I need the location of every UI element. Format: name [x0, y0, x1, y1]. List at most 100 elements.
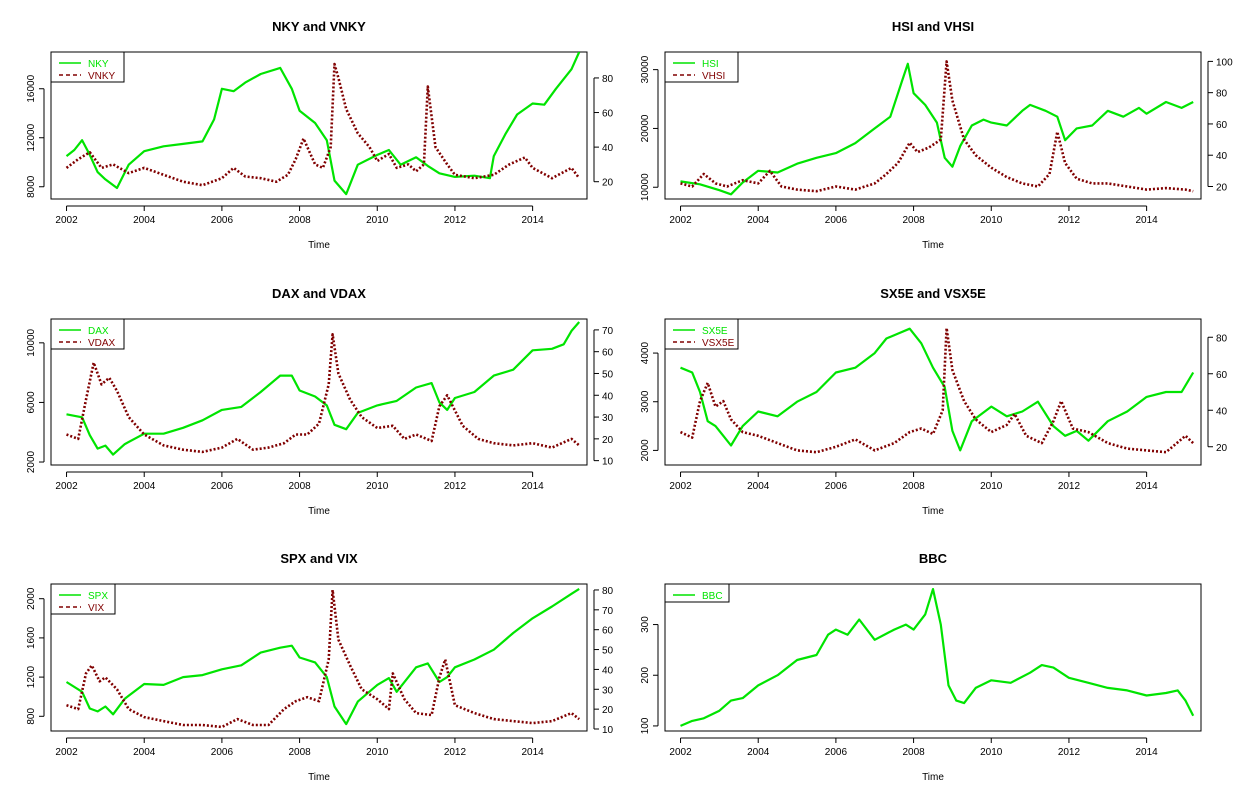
series-line-vhsi: [680, 60, 1194, 193]
x-tick-label: 2006: [825, 481, 848, 492]
x-tick-label: 2010: [980, 481, 1003, 492]
x-axis-title: Time: [308, 240, 330, 251]
y-tick-label-right: 80: [602, 586, 614, 597]
x-tick-label: 2010: [980, 747, 1003, 758]
y-tick-label: 200: [640, 666, 651, 683]
x-tick-label: 2002: [669, 481, 692, 492]
series-line-vsx5e: [679, 326, 1195, 454]
x-tick-label: 2014: [1135, 747, 1158, 758]
x-tick-label: 2004: [133, 747, 156, 758]
x-tick-label: 2002: [55, 215, 78, 226]
x-tick-label: 2014: [521, 747, 544, 758]
legend-box: [664, 318, 739, 350]
series-group: [65, 52, 581, 196]
legend-box: [664, 51, 739, 83]
y-tick-label-right: 80: [1216, 333, 1228, 344]
y-axis-right: 10 20 30 40 50 60 70 80: [593, 586, 614, 736]
legend: BBC: [664, 583, 730, 603]
y-axis-right: 10 20 30 40 50 60 70: [593, 326, 614, 468]
y-tick-label-right: 60: [602, 348, 614, 359]
x-tick-label: 2014: [1135, 215, 1158, 226]
series-line-vix: [66, 588, 580, 729]
series-line-hsi: [680, 62, 1194, 196]
y-tick-label-right: 40: [602, 143, 614, 154]
y-tick-label-right: 20: [602, 705, 614, 716]
y-tick-label: 4000: [640, 342, 651, 365]
y-tick-label-right: 20: [602, 178, 614, 189]
series-group: [66, 321, 581, 456]
y-tick-label-right: 10: [602, 457, 614, 468]
x-tick-label: 2012: [1058, 747, 1081, 758]
series-line-nky: [65, 52, 581, 196]
y-axis-left: 100 200 300: [640, 616, 659, 734]
x-tick-label: 2002: [669, 747, 692, 758]
x-tick-label: 2010: [366, 747, 389, 758]
y-axis-right: 20 40 60 80: [1207, 333, 1228, 454]
x-axis-title: Time: [308, 506, 330, 517]
y-axis-right: 20 40 60 80 100: [1207, 57, 1233, 193]
legend-box: [50, 318, 125, 350]
x-axis: 2002 2004 2006 2008 2010 2012 2014: [669, 471, 1158, 492]
chart-title: BBC: [919, 551, 948, 566]
y-tick-label: 300: [640, 616, 651, 633]
y-tick-label-right: 60: [1216, 120, 1228, 131]
x-tick-label: 2006: [825, 215, 848, 226]
chart-panel-1: NKY and VNKY 2002 2004 2006 2008 2010 2012 2014…: [26, 19, 614, 251]
y-tick-label-right: 80: [1216, 89, 1228, 100]
legend-label: BBC: [702, 591, 723, 602]
y-tick-label-right: 60: [602, 109, 614, 120]
legend-label: VIX: [88, 603, 104, 614]
y-tick-label: 16000: [26, 74, 37, 102]
x-axis-title: Time: [922, 772, 944, 783]
legend-box: [50, 583, 116, 615]
x-tick-label: 2002: [669, 215, 692, 226]
x-tick-label: 2004: [747, 747, 770, 758]
x-tick-label: 2008: [902, 747, 925, 758]
legend-box: [664, 583, 730, 603]
y-tick-label-right: 20: [1216, 443, 1228, 454]
x-tick-label: 2014: [521, 481, 544, 492]
x-tick-label: 2004: [747, 215, 770, 226]
plot-frame: [664, 583, 1202, 732]
x-tick-label: 2012: [444, 481, 467, 492]
x-tick-label: 2002: [55, 481, 78, 492]
x-tick-label: 2006: [211, 747, 234, 758]
series-line-sx5e: [680, 327, 1195, 452]
y-tick-label-right: 40: [1216, 151, 1228, 162]
y-tick-label-right: 70: [602, 326, 614, 337]
x-tick-label: 2010: [980, 215, 1003, 226]
x-tick-label: 2008: [902, 215, 925, 226]
legend-box: [50, 51, 125, 83]
y-axis-left: 8000 12000 16000: [26, 74, 45, 198]
chart-title: SPX and VIX: [280, 551, 358, 566]
y-tick-label-right: 50: [602, 369, 614, 380]
y-tick-label: 2000: [640, 439, 651, 462]
y-tick-label-right: 40: [602, 665, 614, 676]
series-group: [679, 326, 1195, 454]
y-tick-label: 2000: [26, 450, 37, 473]
y-tick-label-right: 50: [602, 646, 614, 657]
x-axis: 2002 2004 2006 2008 2010 2012 2014: [55, 737, 544, 758]
y-tick-label-right: 20: [1216, 182, 1228, 193]
y-tick-label-right: 60: [1216, 370, 1228, 381]
y-tick-label: 10000: [26, 328, 37, 356]
legend-label: HSI: [702, 59, 719, 70]
chart-title: HSI and VHSI: [892, 19, 974, 34]
x-axis: 2002 2004 2006 2008 2010 2012 2014: [669, 205, 1158, 226]
x-tick-label: 2008: [902, 481, 925, 492]
x-tick-label: 2014: [1135, 481, 1158, 492]
x-tick-label: 2006: [211, 215, 234, 226]
legend-label: VSX5E: [702, 338, 735, 349]
y-tick-label: 12000: [26, 123, 37, 151]
y-tick-label: 3000: [640, 390, 651, 413]
x-axis: 2002 2004 2006 2008 2010 2012 2014: [55, 471, 544, 492]
y-axis-left: 2000 3000 4000: [640, 342, 659, 462]
x-tick-label: 2002: [55, 747, 78, 758]
x-tick-label: 2012: [444, 215, 467, 226]
y-axis-left: 2000 6000 10000: [26, 328, 45, 473]
